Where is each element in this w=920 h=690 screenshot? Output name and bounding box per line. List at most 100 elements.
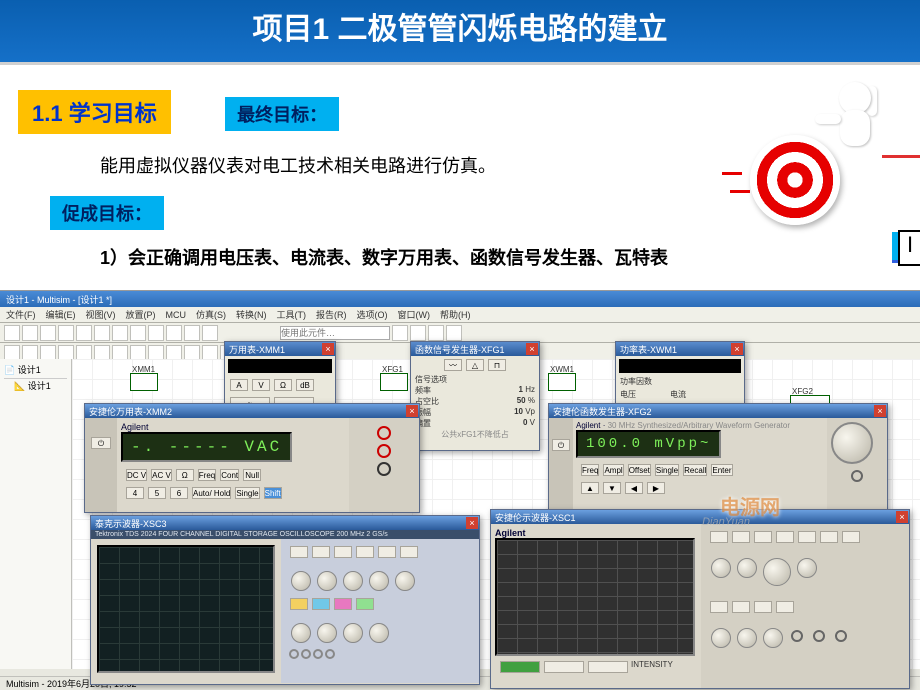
agilent-scope-window[interactable]: 安捷伦示波器-XSC1× Agilent INTENSITY xyxy=(490,509,910,689)
menu-conv[interactable]: 转换(N) xyxy=(236,308,267,321)
dial-knob[interactable] xyxy=(317,571,337,591)
dial-knob[interactable] xyxy=(831,422,873,464)
ch3-button[interactable] xyxy=(334,598,352,610)
scope-button[interactable] xyxy=(400,546,418,558)
close-icon[interactable]: × xyxy=(322,343,334,355)
mm-btn-a[interactable]: A xyxy=(230,379,248,391)
mm-func-button[interactable]: DC V xyxy=(126,469,147,481)
menu-help[interactable]: 帮助(H) xyxy=(440,308,471,321)
fg-power-button[interactable]: ⏻ xyxy=(549,418,573,512)
wattmeter-dialog[interactable]: 功率表-XWM1× 功率因数 电压 电流 xyxy=(615,341,745,411)
dial-knob[interactable] xyxy=(291,623,311,643)
scope-button[interactable] xyxy=(798,531,816,543)
menu-report[interactable]: 报告(R) xyxy=(316,308,347,321)
mm-func-button[interactable]: Null xyxy=(243,469,261,481)
close-icon[interactable]: × xyxy=(874,405,886,417)
toolbar-button[interactable] xyxy=(392,325,408,341)
fg-button[interactable]: ▼ xyxy=(603,482,621,494)
app-toolbar-1[interactable] xyxy=(0,323,920,343)
app-menubar[interactable]: 文件(F) 编辑(E) 视图(V) 放置(P) MCU 仿真(S) 转换(N) … xyxy=(0,307,920,323)
scope-button[interactable] xyxy=(820,531,838,543)
toolbar-button[interactable] xyxy=(410,325,426,341)
scope-button[interactable] xyxy=(732,531,750,543)
dial-knob[interactable] xyxy=(737,558,757,578)
fg-button[interactable]: ▶ xyxy=(647,482,665,494)
mm-func-button[interactable]: Cont xyxy=(220,469,239,481)
menu-view[interactable]: 视图(V) xyxy=(86,308,116,321)
scope-button[interactable] xyxy=(710,601,728,613)
toolbar-button[interactable] xyxy=(130,325,146,341)
menu-mcu[interactable]: MCU xyxy=(166,310,187,320)
toolbar-button[interactable] xyxy=(58,325,74,341)
mm-btn-db[interactable]: dB xyxy=(296,379,314,391)
symbol-wattmeter[interactable] xyxy=(548,373,576,391)
close-icon[interactable]: × xyxy=(406,405,418,417)
agilent-funcgen-window[interactable]: 安捷伦函数发生器-XFG2× ⏻ Agilent · 30 MHz Synthe… xyxy=(548,403,888,513)
run-button[interactable] xyxy=(500,661,540,673)
menu-options[interactable]: 选项(O) xyxy=(357,308,388,321)
mm-func-button[interactable]: Freq xyxy=(198,469,216,481)
ch4-button[interactable] xyxy=(356,598,374,610)
toolbar-button[interactable] xyxy=(22,325,38,341)
tek-scope-window[interactable]: 泰克示波器-XSC3× Tektronix TDS 2024 FOUR CHAN… xyxy=(90,515,480,685)
scope-button[interactable] xyxy=(334,546,352,558)
design-child[interactable]: 设计1 xyxy=(28,381,51,391)
fg-button[interactable]: ◀ xyxy=(625,482,643,494)
toolbar-button[interactable] xyxy=(184,325,200,341)
wave-sq-button[interactable]: ⊓ xyxy=(488,359,506,371)
scope-button[interactable] xyxy=(732,601,750,613)
scope-button[interactable] xyxy=(754,601,772,613)
component-search[interactable] xyxy=(280,326,390,340)
scope-button[interactable] xyxy=(378,546,396,558)
agilent-multimeter-window[interactable]: 安捷伦万用表-XMM2× ⏻ Agilent -. ----- VAC DC V… xyxy=(84,403,420,513)
mm-func-button[interactable]: 5 xyxy=(148,487,166,499)
power-button[interactable]: ⏻ xyxy=(85,418,117,512)
menu-edit[interactable]: 编辑(E) xyxy=(46,308,76,321)
dial-knob[interactable] xyxy=(797,558,817,578)
menu-button[interactable] xyxy=(588,661,628,673)
fg-button[interactable]: Ampl xyxy=(603,464,623,476)
ch1-button[interactable] xyxy=(290,598,308,610)
dial-knob[interactable] xyxy=(763,628,783,648)
design-tree-panel[interactable]: 📄 设计1 📐 设计1 xyxy=(0,359,72,669)
dial-knob[interactable] xyxy=(317,623,337,643)
mm-func-button[interactable]: 4 xyxy=(126,487,144,499)
fg-button[interactable]: Recall xyxy=(683,464,707,476)
toolbar-button[interactable] xyxy=(76,325,92,341)
fg-button[interactable]: Enter xyxy=(711,464,732,476)
symbol-multimeter[interactable] xyxy=(130,373,158,391)
mm-func-button[interactable]: 6 xyxy=(170,487,188,499)
fg-button[interactable]: Single xyxy=(655,464,679,476)
close-icon[interactable]: × xyxy=(526,343,538,355)
toolbar-button[interactable] xyxy=(446,325,462,341)
toolbar-button[interactable] xyxy=(112,325,128,341)
scope-button[interactable] xyxy=(710,531,728,543)
dial-knob[interactable] xyxy=(291,571,311,591)
scope-button[interactable] xyxy=(842,531,860,543)
close-icon[interactable]: × xyxy=(731,343,743,355)
scope-button[interactable] xyxy=(356,546,374,558)
menu-place[interactable]: 放置(P) xyxy=(126,308,156,321)
dial-knob[interactable] xyxy=(395,571,415,591)
dial-knob[interactable] xyxy=(369,623,389,643)
symbol-funcgen[interactable] xyxy=(380,373,408,391)
fg-button[interactable]: Freq xyxy=(581,464,599,476)
close-icon[interactable]: × xyxy=(896,511,908,523)
wave-tri-button[interactable]: △ xyxy=(466,359,484,371)
mm-btn-v[interactable]: V xyxy=(252,379,270,391)
dial-knob[interactable] xyxy=(763,558,791,586)
dial-knob[interactable] xyxy=(343,623,363,643)
fg-button[interactable]: ▲ xyxy=(581,482,599,494)
scope-button[interactable] xyxy=(776,531,794,543)
menu-sim[interactable]: 仿真(S) xyxy=(196,308,226,321)
mm-func-button[interactable]: AC V xyxy=(151,469,172,481)
menu-tools[interactable]: 工具(T) xyxy=(277,308,307,321)
toolbar-button[interactable] xyxy=(202,325,218,341)
mm-btn-ohm[interactable]: Ω xyxy=(274,379,292,391)
dial-knob[interactable] xyxy=(737,628,757,648)
design-root[interactable]: 设计1 xyxy=(18,365,41,375)
toolbar-button[interactable] xyxy=(166,325,182,341)
menu-button[interactable] xyxy=(544,661,584,673)
scope-button[interactable] xyxy=(776,601,794,613)
close-icon[interactable]: × xyxy=(466,517,478,529)
